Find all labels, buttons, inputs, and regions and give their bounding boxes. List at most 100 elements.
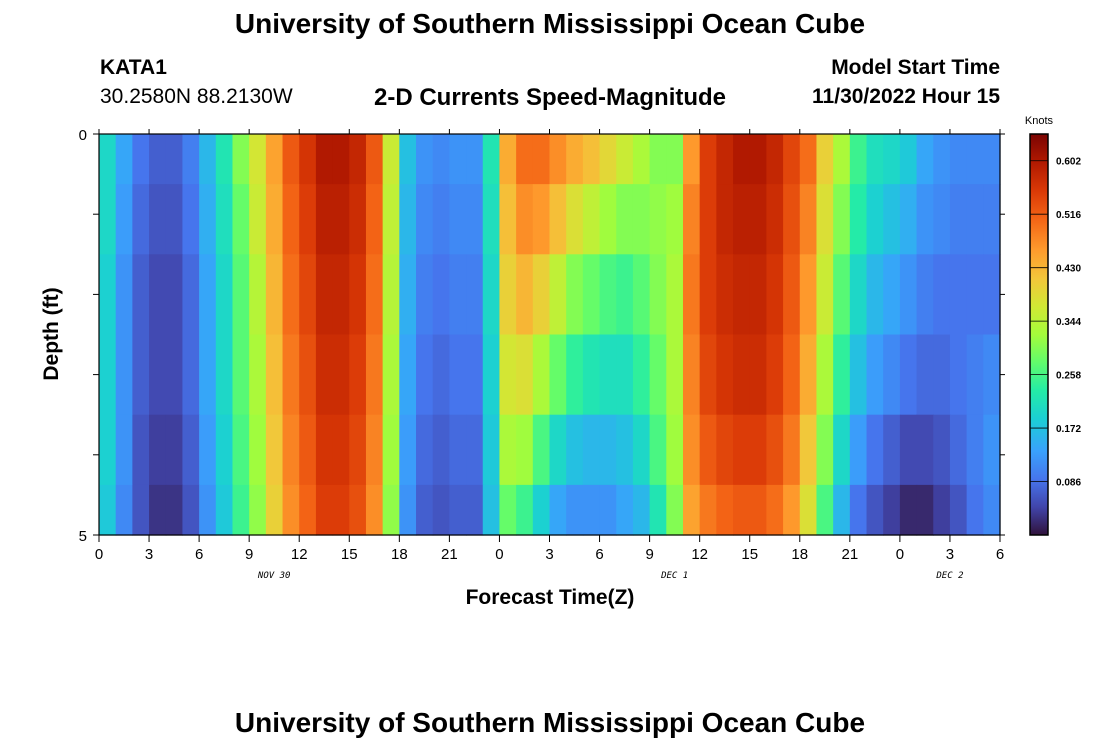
heatmap-cell [432,484,450,536]
heatmap-cell [132,334,150,416]
heatmap-cell [182,414,200,486]
heatmap-cell [783,484,801,536]
heatmap-cell [749,134,768,185]
heatmap-cell [632,484,651,536]
heatmap-cell [949,334,968,416]
heatmap-cell [766,134,784,185]
heatmap-cell [516,334,534,416]
heatmap-cell [432,254,450,336]
heatmap-cell [516,414,534,486]
heatmap-cell [649,334,667,416]
heatmap-cell [833,184,851,255]
heatmap-cell [99,254,117,336]
model-start-label: Model Start Time [831,56,1000,79]
heatmap-cell [282,254,300,336]
heatmap-cell [599,414,617,486]
heatmap-cell [532,254,551,336]
heatmap-cell [482,134,501,185]
heatmap-cell [466,484,484,536]
heatmap-cell [482,184,501,255]
heatmap-cell [182,184,200,255]
heatmap-cell [733,134,751,185]
heatmap-cell [466,134,484,185]
x-tick-label: 18 [391,546,408,563]
heatmap-cell [733,184,751,255]
heatmap-cell [282,334,300,416]
heatmap-cell [249,134,267,185]
heatmap-cell [265,414,284,486]
heatmap-cell [616,414,634,486]
heatmap-cell [332,484,350,536]
heatmap-cell [866,254,884,336]
heatmap-cell [382,334,400,416]
heatmap-cell [399,414,417,486]
heatmap-cell [783,414,801,486]
heatmap-cell [215,254,234,336]
heatmap-cell [549,184,567,255]
x-tick-label: 15 [741,546,758,563]
heatmap-cell [816,184,834,255]
heatmap-cell [299,334,317,416]
heatmap-cell [332,254,350,336]
heatmap-cell [182,134,200,185]
x-tick-label: 21 [841,546,858,563]
heatmap-cell [399,134,417,185]
heatmap-cell [499,484,517,536]
heatmap-cell [983,184,1001,255]
heatmap-cell [149,334,167,416]
heatmap-cell [99,484,117,536]
heatmap-cell [649,184,667,255]
heatmap-cell [966,414,984,486]
heatmap-cell [666,254,684,336]
heatmap-cell [215,334,234,416]
heatmap-cell [99,334,117,416]
heatmap-cell [966,254,984,336]
heatmap-cell [265,484,284,536]
heatmap-cell [599,184,617,255]
heatmap-cell [315,334,334,416]
heatmap-cell [916,414,934,486]
heatmap-cell [432,334,450,416]
heatmap-cell [949,414,968,486]
heatmap-cell [699,414,717,486]
heatmap-cell [516,184,534,255]
heatmap-cell [549,414,567,486]
heatmap-cell [632,184,651,255]
heatmap-cell [499,334,517,416]
heatmap-cell [899,134,918,185]
heatmap-cell [632,254,651,336]
heatmap-cell [866,484,884,536]
heatmap-cell [866,334,884,416]
heatmap-cell [766,414,784,486]
page-title: University of Southern Mississippi Ocean… [234,8,866,39]
heatmap-cell [749,414,768,486]
heatmap-cell [382,134,400,185]
y-tick-label: 5 [79,528,87,545]
heatmap-cell [816,134,834,185]
heatmap-cell [115,134,133,185]
heatmap-cell [516,254,534,336]
heatmap-cell [799,484,818,536]
colorbar-tick-label: 0.172 [1056,424,1081,435]
x-tick-label: 6 [595,546,603,563]
heatmap-cell [449,254,467,336]
heatmap-cell [315,254,334,336]
heatmap-cell [582,334,601,416]
y-axis-title: Depth (ft) [40,287,63,380]
heatmap-cell [666,484,684,536]
heatmap-cell [349,484,367,536]
heatmap-cell [599,334,617,416]
chart-subtitle: 2-D Currents Speed-Magnitude [373,84,727,111]
heatmap-cell [165,134,184,185]
heatmap-cell [983,414,1001,486]
heatmap-cell [332,414,350,486]
heatmap-cell [199,134,217,185]
heatmap-cell [282,484,300,536]
heatmap-cell [399,484,417,536]
heatmap-cell [532,334,551,416]
heatmap-cell [833,134,851,185]
heatmap-cell [432,134,450,185]
heatmap-cell [232,484,250,536]
heatmap-cell [949,134,968,185]
